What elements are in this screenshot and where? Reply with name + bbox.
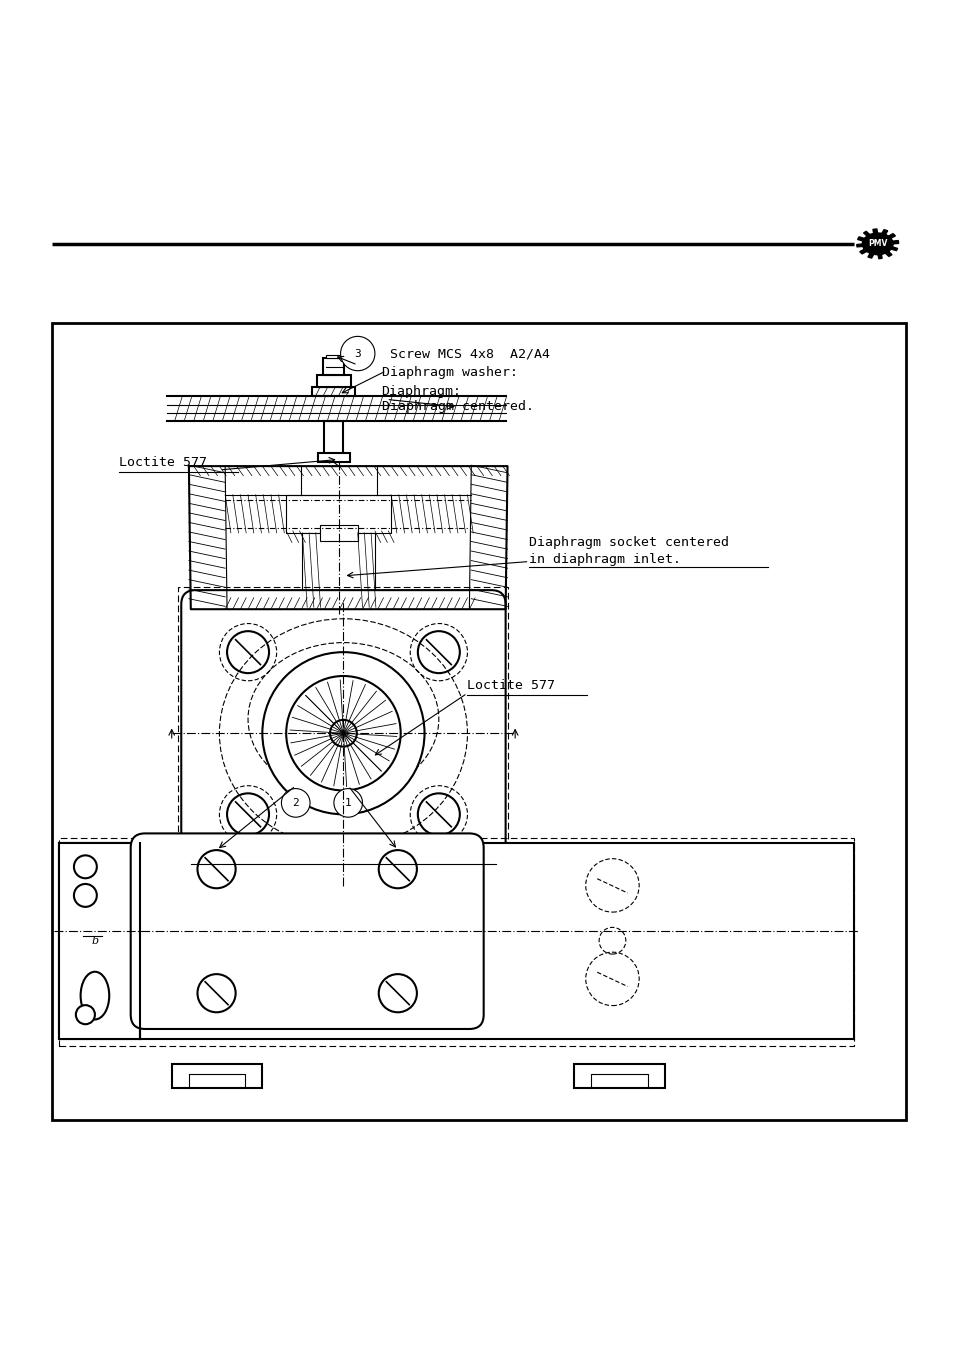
Text: Diaphragm socket centered: Diaphragm socket centered — [529, 535, 729, 549]
Text: Diaphragm washer:: Diaphragm washer: — [381, 366, 517, 379]
Text: Diaphragm centered.: Diaphragm centered. — [381, 400, 533, 412]
Circle shape — [378, 975, 416, 1013]
Circle shape — [76, 1005, 95, 1025]
Text: 2: 2 — [292, 798, 299, 808]
Circle shape — [417, 631, 459, 673]
FancyBboxPatch shape — [181, 589, 505, 876]
Circle shape — [74, 856, 97, 879]
Bar — [178, 587, 508, 879]
Bar — [326, 354, 341, 358]
Bar — [317, 453, 350, 462]
Polygon shape — [189, 466, 507, 610]
Circle shape — [227, 631, 269, 673]
Circle shape — [417, 794, 459, 836]
Text: 1: 1 — [344, 798, 352, 808]
Text: 3: 3 — [354, 349, 361, 358]
Bar — [312, 387, 355, 396]
Bar — [316, 376, 350, 387]
Bar — [325, 598, 352, 607]
Circle shape — [281, 788, 310, 817]
Circle shape — [286, 676, 400, 791]
Text: Loctite 577: Loctite 577 — [467, 679, 555, 692]
Bar — [302, 533, 375, 598]
Circle shape — [74, 884, 97, 907]
Bar — [319, 526, 357, 541]
Circle shape — [330, 719, 356, 746]
Circle shape — [340, 337, 375, 370]
Circle shape — [378, 850, 416, 888]
Bar — [59, 842, 853, 1038]
Bar — [574, 1064, 664, 1088]
FancyBboxPatch shape — [131, 833, 483, 1029]
Circle shape — [227, 794, 269, 836]
Circle shape — [197, 975, 235, 1013]
Circle shape — [334, 788, 362, 817]
Polygon shape — [856, 228, 898, 258]
Bar — [286, 495, 391, 533]
Bar — [59, 838, 853, 1046]
Bar — [324, 422, 343, 457]
Bar — [172, 1064, 262, 1088]
Ellipse shape — [80, 972, 109, 1019]
Text: Diaphragm:: Diaphragm: — [381, 385, 461, 399]
Bar — [225, 598, 471, 610]
Text: Loctite 577: Loctite 577 — [119, 456, 207, 469]
Bar — [323, 358, 344, 376]
Text: PMV: PMV — [867, 239, 886, 249]
Text: Screw MCS 4x8  A2/A4: Screw MCS 4x8 A2/A4 — [381, 347, 549, 360]
Bar — [59, 842, 140, 1038]
Circle shape — [262, 652, 424, 814]
Text: b: b — [91, 936, 98, 946]
Text: in diaphragm inlet.: in diaphragm inlet. — [529, 553, 680, 566]
Bar — [52, 323, 905, 1119]
Circle shape — [197, 850, 235, 888]
